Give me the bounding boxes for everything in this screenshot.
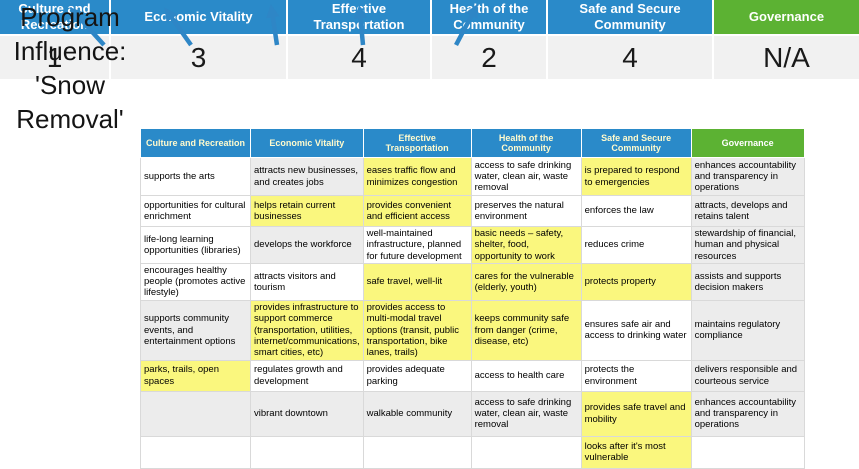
arrow-economic-vitality — [164, 7, 193, 47]
matrix-cell: looks after it's most vulnerable — [580, 435, 692, 469]
matrix-cell: supports community events, and entertain… — [140, 299, 251, 361]
matrix-cell: cares for the vulnerable (elderly, youth… — [470, 263, 582, 301]
matrix-cell: stewardship of financial, human and phys… — [690, 226, 805, 264]
score-safe-and-secure-community: 4 — [548, 36, 712, 79]
table-row: supports the arts attracts new businesse… — [140, 157, 805, 196]
matrix-cell: ensures safe air and access to drinking … — [580, 299, 692, 361]
page-title-line: Influence: — [13, 36, 127, 66]
matrix-cell: provides infrastructure to support comme… — [250, 299, 364, 361]
matrix-cell: regulates growth and development — [250, 359, 364, 392]
matrix-cell — [362, 435, 472, 469]
matrix-cell — [250, 435, 364, 469]
matrix-cell: attracts visitors and tourism — [250, 263, 364, 301]
page-title-line: Program — [20, 2, 120, 32]
matrix-cell: enhances accountability and transparency… — [690, 390, 805, 437]
matrix-cell: access to safe drinking water, clean air… — [470, 390, 582, 437]
matrix-cell: provides safe travel and mobility — [580, 390, 692, 437]
table-row: vibrant downtown walkable community acce… — [140, 390, 805, 437]
matrix-header-economic-vitality: Economic Vitality — [250, 128, 364, 158]
matrix-cell: is prepared to respond to emergencies — [580, 157, 692, 196]
matrix-cell: well-maintained infrastructure, planned … — [362, 226, 472, 264]
table-row: looks after it's most vulnerable — [140, 435, 805, 469]
matrix-cell — [140, 390, 251, 437]
matrix-cell: assists and supports decision makers — [690, 263, 805, 301]
matrix-cell: enforces the law — [580, 195, 692, 227]
table-row: encourages healthy people (promotes acti… — [140, 263, 805, 301]
table-row: supports community events, and entertain… — [140, 299, 805, 361]
arrow-culture-and-recreation — [69, 6, 106, 47]
matrix-cell: basic needs – safety, shelter, food, opp… — [470, 226, 582, 264]
matrix-cell: enhances accountability and transparency… — [690, 157, 805, 196]
score-effective-transportation: 4 — [288, 36, 430, 79]
arrow-effective-transportation — [266, 3, 280, 46]
scoreboard-header-safe-and-secure-community: Safe and Secure Community — [548, 0, 712, 34]
matrix-cell: keeps community safe from danger (crime,… — [470, 299, 582, 361]
matrix-cell: supports the arts — [140, 157, 251, 196]
matrix-cell — [690, 435, 805, 469]
matrix-header-row: Culture and Recreation Economic Vitality… — [140, 128, 805, 158]
score-culture-and-recreation: 1 — [0, 36, 109, 79]
matrix-cell: access to health care — [470, 359, 582, 392]
matrix-cell: protects property — [580, 263, 692, 301]
matrix-cell: access to safe drinking water, clean air… — [470, 157, 582, 196]
page-title-line: 'Snow — [34, 70, 105, 100]
matrix-header-health-of-the-community: Health of the Community — [470, 128, 582, 158]
matrix-cell — [140, 435, 251, 469]
matrix-cell: develops the workforce — [250, 226, 364, 264]
scoreboard-header-governance: Governance — [714, 0, 859, 34]
matrix-cell: life-long learning opportunities (librar… — [140, 226, 251, 264]
page-title: Program Influence: 'Snow Removal' — [0, 0, 140, 136]
matrix-cell: provides adequate parking — [362, 359, 472, 392]
matrix-cell: helps retain current businesses — [250, 195, 364, 227]
matrix-cell: opportunities for cultural enrichment — [140, 195, 251, 227]
matrix-cell: vibrant downtown — [250, 390, 364, 437]
matrix-cell: provides convenient and efficient access — [362, 195, 472, 227]
score-economic-vitality: 3 — [111, 36, 286, 79]
score-health-of-the-community: 2 — [432, 36, 546, 79]
matrix-header-governance: Governance — [690, 128, 805, 158]
matrix-header-culture-and-recreation: Culture and Recreation — [140, 128, 251, 158]
arrow-health-of-the-community — [353, 4, 368, 46]
matrix-cell: walkable community — [362, 390, 472, 437]
matrix-cell: eases traffic flow and minimizes congest… — [362, 157, 472, 196]
table-row: life-long learning opportunities (librar… — [140, 226, 805, 264]
matrix-cell — [470, 435, 582, 469]
matrix-header-effective-transportation: Effective Transportation — [362, 128, 472, 158]
matrix-cell: attracts new businesses, and creates job… — [250, 157, 364, 196]
matrix-cell: attracts, develops and retains talent — [690, 195, 805, 227]
matrix-header-safe-and-secure-community: Safe and Secure Community — [580, 128, 692, 158]
matrix-cell: reduces crime — [580, 226, 692, 264]
matrix-cell: provides access to multi-modal travel op… — [362, 299, 472, 361]
matrix-cell: preserves the natural environment — [470, 195, 582, 227]
score-arrows — [69, 3, 478, 47]
matrix-cell: delivers responsible and courteous servi… — [690, 359, 805, 392]
influence-matrix: Culture and Recreation Economic Vitality… — [140, 128, 805, 469]
matrix-cell: protects the environment — [580, 359, 692, 392]
page-title-line: Removal' — [16, 104, 124, 134]
score-governance: N/A — [714, 36, 859, 79]
matrix-cell: safe travel, well-lit — [362, 263, 472, 301]
matrix-cell: parks, trails, open spaces — [140, 359, 251, 392]
arrow-safe-and-secure-community — [454, 3, 478, 47]
table-row: parks, trails, open spaces regulates gro… — [140, 359, 805, 392]
table-row: opportunities for cultural enrichment he… — [140, 195, 805, 227]
matrix-cell: encourages healthy people (promotes acti… — [140, 263, 251, 301]
matrix-cell: maintains regulatory compliance — [690, 299, 805, 361]
